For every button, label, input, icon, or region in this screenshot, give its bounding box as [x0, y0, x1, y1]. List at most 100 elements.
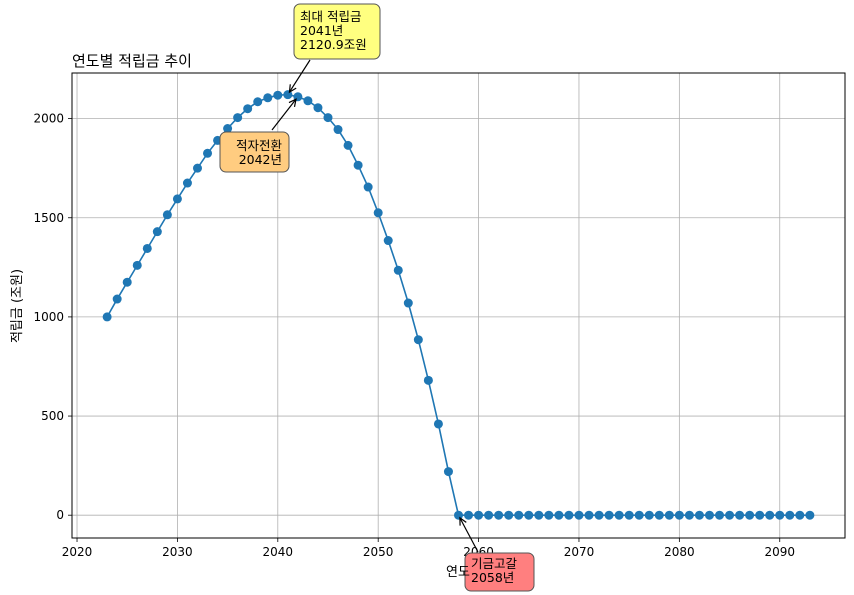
data-point	[674, 510, 684, 520]
data-point	[243, 104, 253, 114]
y-axis-ticks: 0 500 1000 1500 2000	[33, 112, 72, 522]
annotation-arrowhead	[459, 516, 467, 526]
y-tick-label: 0	[56, 508, 64, 522]
grid	[72, 73, 845, 538]
data-point	[504, 510, 514, 520]
chart-title: 연도별 적립금 추이	[72, 52, 192, 70]
data-point	[604, 510, 614, 520]
data-point	[524, 510, 534, 520]
data-point	[474, 510, 484, 520]
x-tick-label: 2070	[564, 545, 595, 559]
x-tick-label: 2080	[664, 545, 695, 559]
y-axis-label: 적립금 (조원)	[10, 269, 25, 343]
annotation-text: 기금고갈	[471, 556, 518, 571]
data-point	[203, 148, 213, 158]
data-point	[464, 510, 474, 520]
data-point	[624, 510, 634, 520]
x-tick-label: 2050	[363, 545, 394, 559]
data-point	[484, 510, 494, 520]
x-tick-label: 2030	[162, 545, 193, 559]
data-point	[303, 96, 313, 106]
data-point	[313, 103, 323, 113]
x-axis-ticks: 2020 2030 2040 2050 2060 2070 2080 2090	[62, 538, 795, 559]
annotation-box	[219, 131, 290, 173]
data-point	[403, 298, 413, 308]
annotation-arrowhead	[288, 98, 297, 107]
data-point	[494, 510, 504, 520]
data-point	[253, 97, 263, 107]
series-reserve-fund	[102, 90, 815, 520]
data-point	[152, 227, 162, 237]
data-point	[755, 510, 765, 520]
data-point	[654, 510, 664, 520]
data-point	[142, 243, 152, 253]
data-point	[353, 160, 363, 170]
data-point	[664, 510, 674, 520]
data-point	[765, 510, 775, 520]
x-tick-label: 2040	[263, 545, 294, 559]
annotation-arrow	[271, 98, 297, 131]
data-point	[443, 467, 453, 477]
data-point	[735, 510, 745, 520]
data-point	[805, 510, 815, 520]
data-point	[514, 510, 524, 520]
annotation-box	[293, 3, 381, 60]
data-point	[544, 510, 554, 520]
data-point	[383, 236, 393, 246]
y-tick-label: 2000	[33, 112, 64, 126]
data-point	[393, 265, 403, 275]
data-point	[704, 510, 714, 520]
data-point	[323, 113, 333, 123]
data-point	[423, 375, 433, 385]
data-point	[162, 210, 172, 220]
y-tick-label: 1000	[33, 310, 64, 324]
x-tick-label: 2090	[764, 545, 795, 559]
data-point	[534, 510, 544, 520]
data-point	[584, 510, 594, 520]
data-point	[454, 510, 463, 520]
data-point	[725, 510, 735, 520]
data-point	[413, 335, 423, 345]
data-point	[132, 260, 142, 270]
data-point	[333, 125, 343, 135]
x-axis-label: 연도	[446, 565, 470, 580]
data-point	[684, 510, 694, 520]
series-line	[106, 93, 810, 517]
data-point	[363, 182, 373, 192]
annotation-arrowhead	[288, 84, 297, 94]
data-point	[715, 510, 725, 520]
data-point	[112, 294, 122, 304]
data-point	[614, 510, 624, 520]
data-point	[775, 510, 785, 520]
data-point	[373, 208, 383, 218]
annotation-text: 최대 적립금	[300, 9, 361, 24]
annotation-box	[464, 552, 535, 592]
data-point	[594, 510, 604, 520]
data-point	[433, 419, 443, 429]
data-point	[343, 140, 353, 150]
annotation-text: 적자전환	[236, 138, 283, 153]
annotation-text: 2041년	[300, 23, 343, 38]
annotation-arrow	[459, 517, 479, 553]
data-point	[263, 93, 273, 103]
data-point	[564, 510, 574, 520]
y-tick-label: 500	[41, 409, 64, 423]
data-point	[122, 277, 132, 287]
data-point	[644, 510, 654, 520]
data-point	[554, 510, 564, 520]
data-point	[172, 194, 182, 204]
annotation-text: 2042년	[239, 152, 282, 167]
annotation-arrow	[288, 59, 311, 93]
data-point	[273, 90, 283, 100]
data-point	[233, 113, 243, 123]
annotation-text: 2120.9조원	[300, 37, 367, 52]
data-point	[102, 312, 112, 322]
data-point	[192, 163, 202, 173]
data-point	[223, 124, 233, 134]
x-tick-label: 2020	[62, 545, 93, 559]
data-point	[745, 510, 755, 520]
